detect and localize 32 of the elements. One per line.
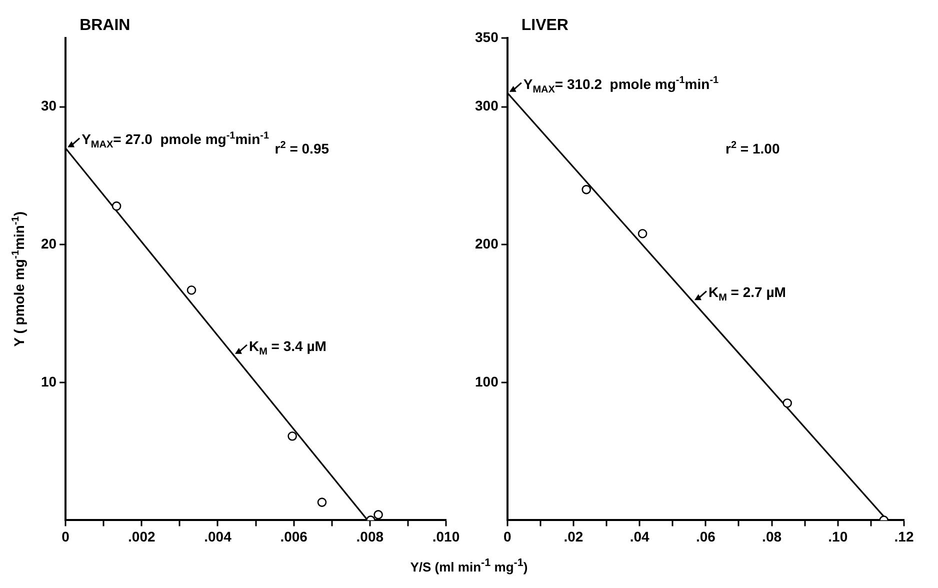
- x-tick-label: .008: [356, 528, 384, 544]
- y-tick-label: 30: [40, 98, 57, 114]
- point: [317, 498, 327, 507]
- y-tick-label: 20: [40, 236, 57, 252]
- chart-title: LIVER: [521, 17, 569, 34]
- point: [374, 510, 383, 520]
- x-tick-label: .08: [762, 528, 782, 544]
- x-tick-label: 0: [62, 528, 70, 544]
- x-tick-label: .04: [630, 528, 650, 544]
- x-tick-label: .02: [564, 528, 584, 544]
- point: [112, 201, 122, 211]
- y-tick-label: 10: [40, 373, 57, 390]
- x-tick-label: .006: [280, 528, 308, 544]
- chart-title: BRAIN: [80, 17, 130, 34]
- point: [582, 184, 592, 194]
- y-tick-label: 300: [475, 98, 499, 114]
- x-tick-label: 0: [503, 528, 512, 544]
- x-tick-label: .06: [696, 528, 716, 544]
- y-tick-label: 100: [475, 373, 499, 390]
- point: [782, 398, 792, 408]
- x-tick-label: .10: [828, 528, 848, 544]
- y-tick-label: 200: [475, 236, 499, 252]
- y-axis-title: Y ( pmole mg-1min-1): [10, 211, 27, 347]
- x-tick-label: .002: [128, 528, 156, 544]
- point: [186, 285, 196, 295]
- y-tick-label: 350: [475, 28, 499, 45]
- x-axis-title: Y/S (ml min$^{-1}$ mg$^{-1}$): [409, 557, 529, 574]
- x-tick-label: .12: [894, 528, 914, 544]
- x-tick-label: .010: [432, 528, 460, 544]
- x-tick-label: .004: [204, 528, 232, 544]
- point: [288, 432, 297, 441]
- point: [638, 228, 648, 238]
